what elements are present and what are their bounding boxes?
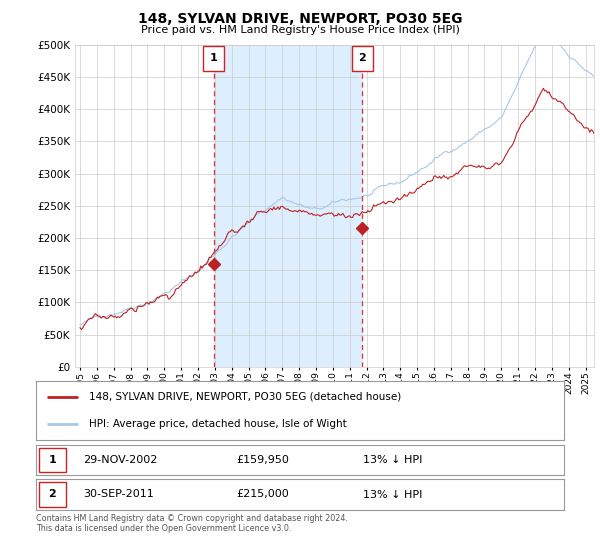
Text: 148, SYLVAN DRIVE, NEWPORT, PO30 5EG (detached house): 148, SYLVAN DRIVE, NEWPORT, PO30 5EG (de… bbox=[89, 391, 401, 402]
Text: 13% ↓ HPI: 13% ↓ HPI bbox=[364, 489, 423, 500]
Text: Price paid vs. HM Land Registry's House Price Index (HPI): Price paid vs. HM Land Registry's House … bbox=[140, 25, 460, 35]
FancyBboxPatch shape bbox=[39, 482, 65, 507]
Text: £159,950: £159,950 bbox=[236, 455, 290, 465]
Text: 29-NOV-2002: 29-NOV-2002 bbox=[83, 455, 158, 465]
Text: £215,000: £215,000 bbox=[236, 489, 289, 500]
Text: 30-SEP-2011: 30-SEP-2011 bbox=[83, 489, 154, 500]
Bar bbox=[214, 45, 362, 367]
Text: 13% ↓ HPI: 13% ↓ HPI bbox=[364, 455, 423, 465]
Text: 2: 2 bbox=[358, 54, 366, 63]
Text: HPI: Average price, detached house, Isle of Wight: HPI: Average price, detached house, Isle… bbox=[89, 419, 347, 429]
Text: 148, SYLVAN DRIVE, NEWPORT, PO30 5EG: 148, SYLVAN DRIVE, NEWPORT, PO30 5EG bbox=[138, 12, 462, 26]
Text: 1: 1 bbox=[49, 455, 56, 465]
Text: Contains HM Land Registry data © Crown copyright and database right 2024.
This d: Contains HM Land Registry data © Crown c… bbox=[36, 514, 348, 534]
Text: 2: 2 bbox=[49, 489, 56, 500]
FancyBboxPatch shape bbox=[203, 46, 224, 71]
FancyBboxPatch shape bbox=[39, 447, 65, 472]
Text: 1: 1 bbox=[209, 54, 217, 63]
FancyBboxPatch shape bbox=[352, 46, 373, 71]
